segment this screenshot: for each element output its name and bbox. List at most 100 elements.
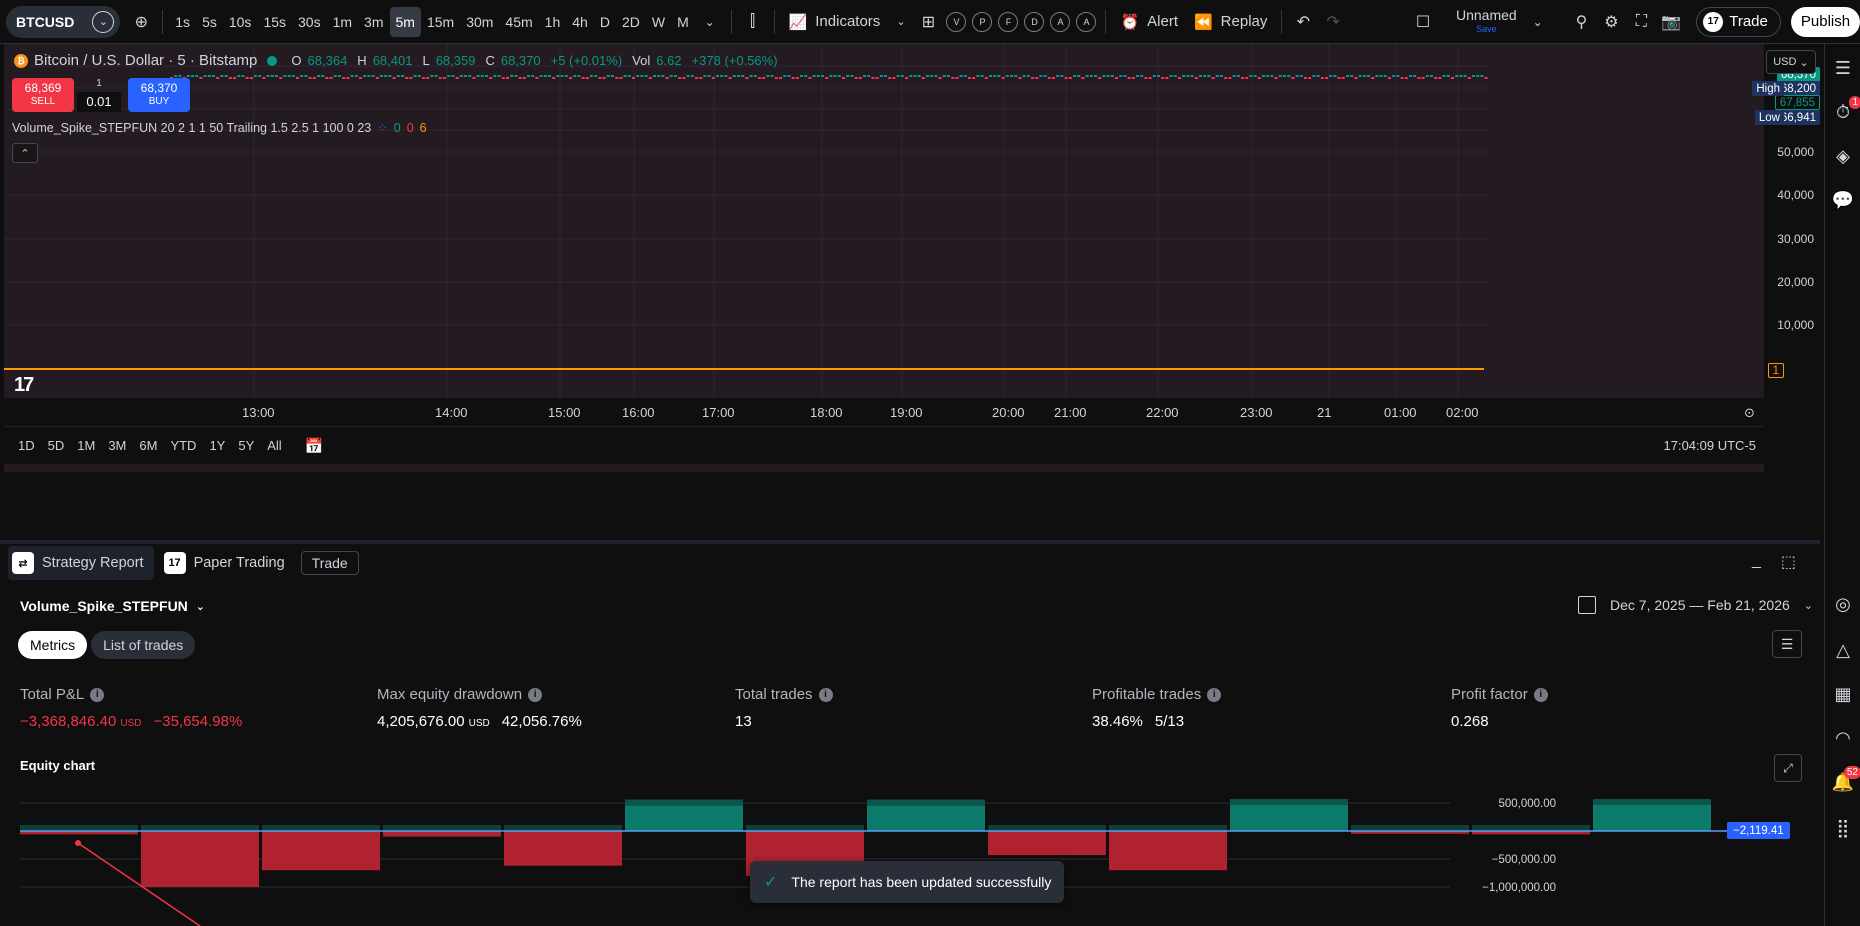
broadcast-icon[interactable]: ◠ <box>1835 727 1851 748</box>
chevron-down-icon[interactable]: ⌄ <box>1532 14 1543 29</box>
alert-button[interactable]: ⏰ Alert <box>1112 6 1186 38</box>
interval-30s[interactable]: 30s <box>298 13 321 30</box>
date-range-selector[interactable]: Dec 7, 2025 — Feb 21, 2026 ⌄ <box>1578 596 1813 614</box>
tab-paper-trading[interactable]: 17 Paper Trading <box>160 546 295 580</box>
time-axis[interactable]: ⊙ 13:00 14:00 15:00 16:00 17:00 18:00 19:00 20:… <box>4 398 1764 426</box>
fullscreen-icon[interactable]: ⛶ <box>1635 12 1647 30</box>
chat-icon[interactable]: 💬 <box>1831 189 1855 210</box>
indicators-button[interactable]: 📈 Indicators ⌄ <box>781 6 914 38</box>
info-icon[interactable]: i <box>818 687 833 702</box>
sell-button[interactable]: 68,369 SELL <box>12 78 74 112</box>
info-icon[interactable]: i <box>90 687 105 702</box>
undo-icon[interactable]: ↶ <box>1296 13 1311 31</box>
range-All[interactable]: All <box>267 438 282 453</box>
interval-30m[interactable]: 30m <box>466 13 494 30</box>
templates-grid-icon[interactable]: ⊞ <box>921 13 936 31</box>
maximize-icon[interactable]: ⬚ <box>1780 554 1797 571</box>
tradingview-logo[interactable]: 17 <box>14 374 34 396</box>
range-5Y[interactable]: 5Y <box>238 438 255 453</box>
shield-icon[interactable]: ⌄ <box>92 10 115 33</box>
collapse-legend-button[interactable]: ⌃ <box>12 143 38 163</box>
quick-button-1[interactable]: P <box>972 11 993 32</box>
quick-button-5[interactable]: A <box>1076 11 1097 32</box>
alerts-clock-icon[interactable]: ⏱ 1 <box>1831 96 1860 124</box>
interval-2D[interactable]: 2D <box>621 13 640 30</box>
list-view-icon[interactable]: ☰ <box>1772 630 1802 658</box>
currency-selector[interactable]: USD ⌄ <box>1766 50 1816 74</box>
price-chart[interactable]: ₿ Bitcoin / U.S. Dollar · 5 · Bitstamp O… <box>4 44 1764 472</box>
indicator-legend[interactable]: Volume_Spike_STEPFUN 20 2 1 1 50 Trailin… <box>12 120 427 136</box>
ideas-icon[interactable]: △ <box>1836 639 1850 660</box>
calendar-icon[interactable]: ▦ <box>1834 683 1852 704</box>
interval-D[interactable]: D <box>599 13 610 30</box>
tab-trade[interactable]: Trade <box>300 551 359 575</box>
interval-5m[interactable]: 5m <box>389 6 421 37</box>
tab-strategy-report[interactable]: ⇄ Strategy Report <box>8 546 154 580</box>
interval-15s[interactable]: 15s <box>263 13 287 30</box>
interval-15m[interactable]: 15m <box>426 13 455 30</box>
range-1M[interactable]: 1M <box>77 438 96 453</box>
layers-icon[interactable]: ◈ <box>1836 145 1850 166</box>
info-icon[interactable]: i <box>1533 687 1548 702</box>
toast-message: The report has been updated successfully <box>791 874 1052 890</box>
interval-M[interactable]: M <box>677 13 689 30</box>
price-axis[interactable]: 50,000 40,000 30,000 20,000 10,000 68,370 68,2… <box>1752 44 1824 472</box>
clock[interactable]: 17:04:09 UTC-5 <box>1663 438 1757 453</box>
candles-icon[interactable]: ⫿ <box>750 12 756 30</box>
chart-title[interactable]: Bitcoin / U.S. Dollar · 5 · Bitstamp <box>34 52 258 69</box>
interval-4h[interactable]: 4h <box>572 13 588 30</box>
redo-icon[interactable]: ↷ <box>1326 13 1340 31</box>
interval-W[interactable]: W <box>651 13 666 30</box>
chevron-down-icon[interactable]: ⌄ <box>704 14 715 29</box>
subtab-metrics[interactable]: Metrics <box>18 631 88 659</box>
strategy-selector[interactable]: Volume_Spike_STEPFUN ⌄ <box>20 598 205 614</box>
time-axis-settings-icon[interactable]: ⊙ <box>1744 405 1755 420</box>
buy-button[interactable]: 68,370 BUY <box>128 78 190 112</box>
price-candle <box>959 75 963 77</box>
camera-icon[interactable]: 📷 <box>1661 13 1682 31</box>
quick-button-0[interactable]: V <box>946 11 967 32</box>
interval-3m[interactable]: 3m <box>364 13 384 30</box>
quantity-input[interactable]: 0.01 <box>77 92 121 112</box>
price-candle <box>178 75 182 77</box>
target-icon[interactable]: ◎ <box>1835 593 1851 614</box>
price-candle <box>955 77 959 79</box>
notifications-bell-icon[interactable]: 🔔 52 <box>1831 766 1860 794</box>
range-YTD[interactable]: YTD <box>170 438 197 453</box>
interval-1h[interactable]: 1h <box>544 13 561 30</box>
interval-10s[interactable]: 10s <box>228 13 252 30</box>
quick-button-4[interactable]: A <box>1050 11 1071 32</box>
layout-name[interactable]: Unnamed Save <box>1456 8 1517 36</box>
range-3M[interactable]: 3M <box>108 438 127 453</box>
compare-plus-icon[interactable]: ⊕ <box>134 13 148 31</box>
price-candle <box>371 75 375 77</box>
subtab-list-of-trades[interactable]: List of trades <box>91 631 196 659</box>
minimize-icon[interactable]: _ <box>1752 552 1761 569</box>
apps-grid-icon[interactable]: ⣿ <box>1836 817 1850 838</box>
info-icon[interactable]: i <box>528 687 543 702</box>
equity-chart[interactable]: 500,000.00 −500,000.00 −1,000,000.00 <box>20 788 1820 926</box>
interval-5s[interactable]: 5s <box>202 13 217 30</box>
range-6M[interactable]: 6M <box>139 438 158 453</box>
quick-search-icon[interactable]: ⚲ <box>1575 13 1588 31</box>
range-1D[interactable]: 1D <box>18 438 35 453</box>
trade-button[interactable]: 17 Trade <box>1696 6 1781 37</box>
replay-button[interactable]: ⏪ Replay <box>1186 6 1275 38</box>
quick-button-3[interactable]: D <box>1024 11 1045 32</box>
publish-button[interactable]: Publish <box>1790 6 1860 37</box>
range-5D[interactable]: 5D <box>47 438 65 453</box>
goto-date-icon[interactable]: 📅 <box>304 437 324 455</box>
range-1Y[interactable]: 1Y <box>209 438 226 453</box>
quick-button-2[interactable]: F <box>998 11 1019 32</box>
info-icon[interactable]: i <box>1207 687 1222 702</box>
price-candle <box>518 77 522 79</box>
layout-square-icon[interactable]: ☐ <box>1415 13 1431 31</box>
interval-45m[interactable]: 45m <box>505 13 533 30</box>
settings-gear-icon[interactable]: ⚙ <box>1604 13 1619 31</box>
interval-1s[interactable]: 1s <box>175 13 191 30</box>
volume-change: +378 (+0.56%) <box>691 53 778 68</box>
watchlist-icon[interactable]: ☰ <box>1834 57 1852 78</box>
expand-chart-icon[interactable]: ⤢ <box>1774 754 1802 782</box>
interval-1m[interactable]: 1m <box>332 13 353 30</box>
symbol-search[interactable]: BTCUSD ⌄ <box>6 5 121 38</box>
